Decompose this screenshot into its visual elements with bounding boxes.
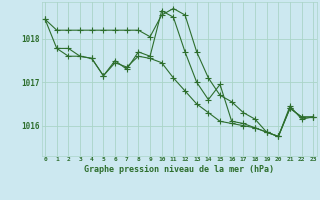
X-axis label: Graphe pression niveau de la mer (hPa): Graphe pression niveau de la mer (hPa) — [84, 165, 274, 174]
